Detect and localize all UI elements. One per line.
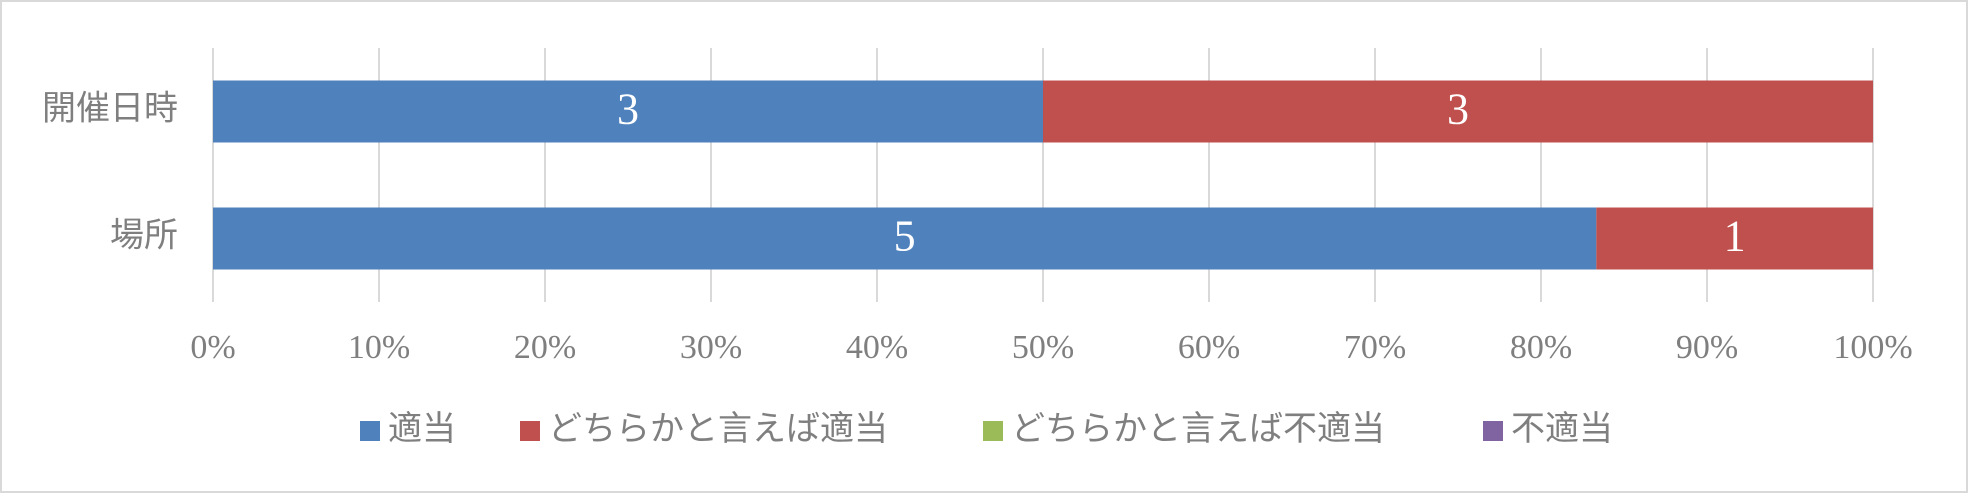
y-tick-label: 場所 [110,217,178,254]
bar-segment [1596,207,1873,270]
x-tick-label: 100% [1833,329,1912,366]
x-tick-label: 80% [1510,329,1572,366]
legend-label: どちらかと言えば不適当 [1011,410,1385,448]
x-tick-label: 50% [1012,329,1074,366]
x-tick-label: 70% [1344,329,1406,366]
data-label: 1 [1724,212,1746,261]
bar-segment [213,80,1043,143]
x-tick-label: 30% [680,329,742,366]
x-tick-label: 60% [1178,329,1240,366]
legend-label: 不適当 [1511,410,1613,448]
x-tick-label: 20% [514,329,576,366]
legend-marker [360,421,380,441]
x-tick-label: 10% [348,329,410,366]
legend-marker [1483,421,1503,441]
legend-label: どちらかと言えば適当 [548,410,888,448]
legend-label: 適当 [388,410,456,448]
x-tick-label: 0% [190,329,235,366]
x-tick-label: 90% [1676,329,1738,366]
bar-segment [213,207,1597,270]
y-tick-label: 開催日時 [42,89,178,127]
x-tick-label: 40% [846,329,908,366]
legend-marker [983,421,1003,441]
bar-segment [1043,80,1873,143]
data-label: 3 [1447,85,1469,134]
data-label: 3 [617,85,639,134]
data-label: 5 [894,212,916,261]
legend-marker [520,421,540,441]
